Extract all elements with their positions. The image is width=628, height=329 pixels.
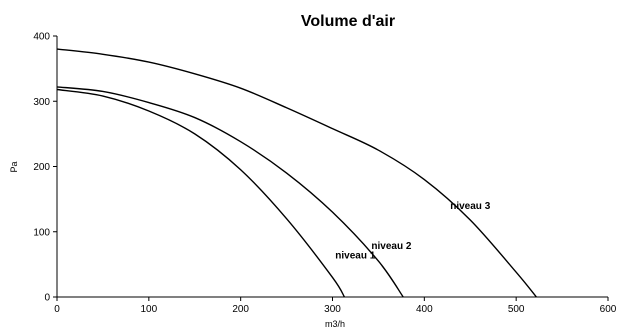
x-tick-label: 100 <box>140 304 157 315</box>
y-tick-label: 300 <box>33 97 50 108</box>
x-tick-label: 200 <box>232 304 249 315</box>
series-label-3: niveau 3 <box>450 201 490 212</box>
series-line-2 <box>56 86 404 298</box>
ticks: 0 100 200 300 400 500 600 0 100 200 300 400 <box>33 32 616 316</box>
x-axis-label: m3/h <box>325 319 345 329</box>
x-tick-label: 600 <box>600 304 617 315</box>
series-label-1: niveau 1 <box>335 251 375 262</box>
series-line-3 <box>56 48 537 298</box>
x-tick-label: 300 <box>324 304 341 315</box>
chart-title: Volume d'air <box>301 13 395 30</box>
x-tick-label: 400 <box>416 304 433 315</box>
x-tick-label: 500 <box>508 304 525 315</box>
y-tick-label: 400 <box>33 32 50 43</box>
series-line-1 <box>56 88 346 298</box>
y-tick-label: 100 <box>33 227 50 238</box>
axes <box>56 36 608 298</box>
y-axis-label: Pa <box>9 161 19 172</box>
x-tick-label: 0 <box>54 304 60 315</box>
y-tick-label: 0 <box>44 293 50 304</box>
series-curves <box>56 48 537 298</box>
y-tick-label: 200 <box>33 162 50 173</box>
series-label-2: niveau 2 <box>371 241 411 252</box>
